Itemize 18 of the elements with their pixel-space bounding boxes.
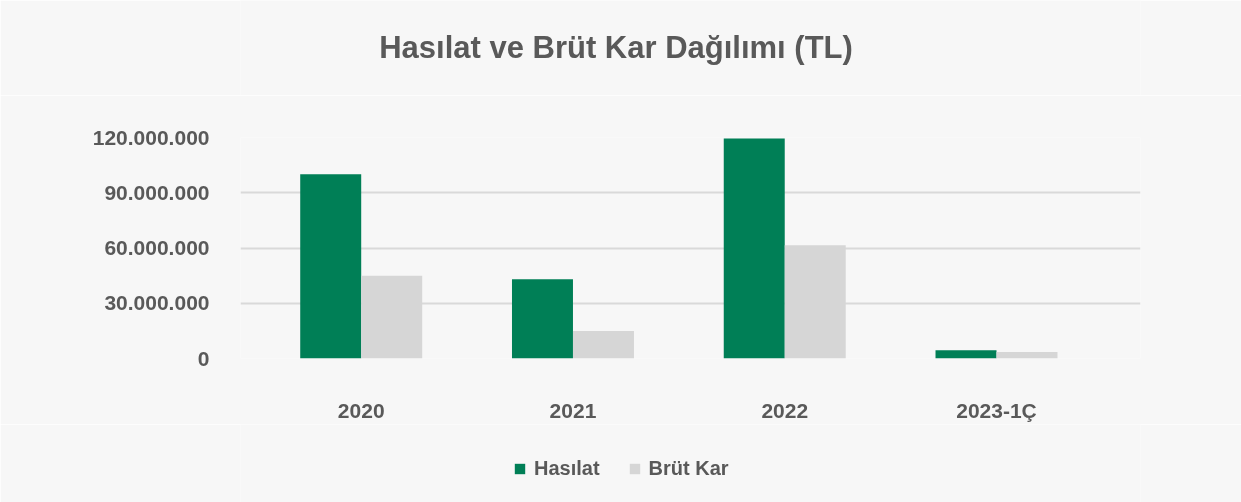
x-tick-label: 2022 <box>761 398 809 422</box>
x-tick-label: 2020 <box>337 398 385 422</box>
x-tick-label: 2021 <box>549 398 597 422</box>
bar <box>996 352 1058 359</box>
legend-label: Brüt Kar <box>648 457 729 480</box>
bar <box>300 174 362 359</box>
bar <box>572 330 634 359</box>
y-tick-label: 90.000.000 <box>104 180 210 204</box>
y-tick-label: 60.000.000 <box>104 236 210 259</box>
legend-label: Hasılat <box>534 457 600 480</box>
y-tick-label: 120.000.000 <box>92 125 210 149</box>
bar <box>723 138 785 359</box>
bar <box>511 279 573 359</box>
x-tick-label: 2023-1Ç <box>956 398 1037 422</box>
bar <box>935 350 997 359</box>
y-tick-label: 0 <box>197 346 210 370</box>
chart-title: Hasılat ve Brüt Kar Dağılımı (TL) <box>379 30 853 65</box>
y-tick-label: 30.000.000 <box>104 291 210 315</box>
